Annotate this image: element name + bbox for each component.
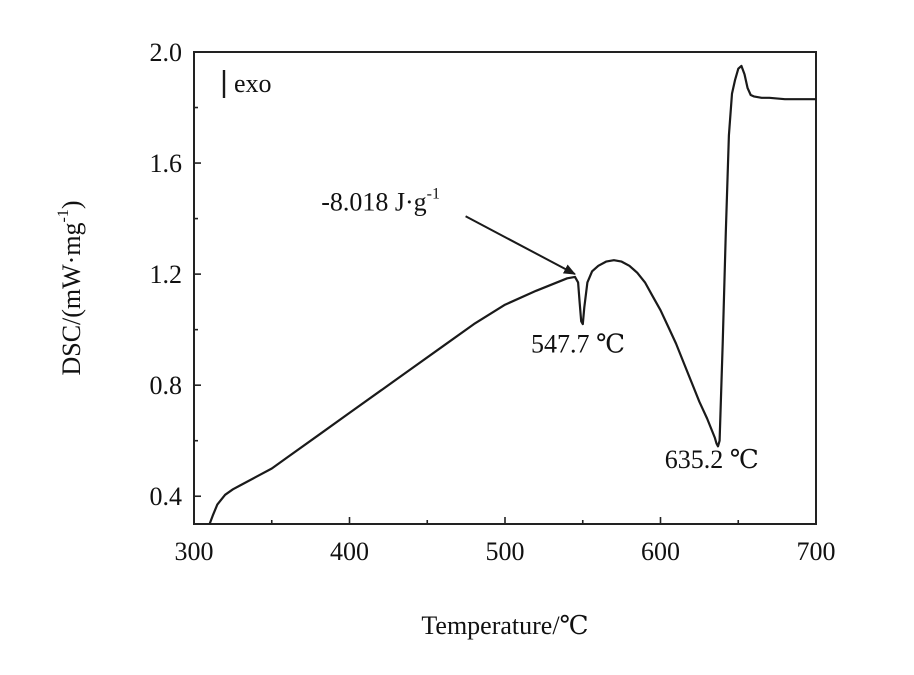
y-tick-label: 1.2 xyxy=(150,260,183,289)
exo-indicator: exo xyxy=(222,69,272,98)
axis-tick-labels: 300 400 500 600 700 0.4 0.8 1.2 1.6 2.0 xyxy=(150,38,836,566)
peak-label-635: 635.2 ℃ xyxy=(665,445,759,474)
axis-ticks xyxy=(193,51,817,524)
y-axis-title-exponent: -1 xyxy=(55,209,72,222)
y-tick-label: 0.8 xyxy=(150,371,183,400)
y-tick-label: 2.0 xyxy=(150,38,183,67)
enthalpy-annotation: -8.018 J·g-1 xyxy=(321,185,576,276)
x-tick-label: 500 xyxy=(486,537,525,566)
y-axis-title-main: DSC/(mW·mg xyxy=(57,222,86,375)
enthalpy-label: -8.018 J·g-1 xyxy=(321,185,440,216)
y-axis-title: DSC/(mW·mg-1) xyxy=(55,200,86,375)
enthalpy-unit-exponent: -1 xyxy=(427,185,440,202)
peak-label-547: 547.7 ℃ xyxy=(531,329,625,358)
x-tick-label: 300 xyxy=(175,537,214,566)
enthalpy-value: -8.018 J·g xyxy=(321,187,426,216)
enthalpy-arrow xyxy=(465,215,576,276)
x-tick-label: 600 xyxy=(641,537,680,566)
y-axis-title-close: ) xyxy=(57,200,86,209)
y-tick-label: 1.6 xyxy=(150,149,183,178)
dsc-curve xyxy=(208,64,816,525)
x-tick-label: 400 xyxy=(330,537,369,566)
x-tick-label: 700 xyxy=(797,537,836,566)
exo-label: exo xyxy=(234,69,272,98)
y-tick-label: 0.4 xyxy=(150,482,183,511)
x-axis-title: Temperature/℃ xyxy=(421,611,588,640)
